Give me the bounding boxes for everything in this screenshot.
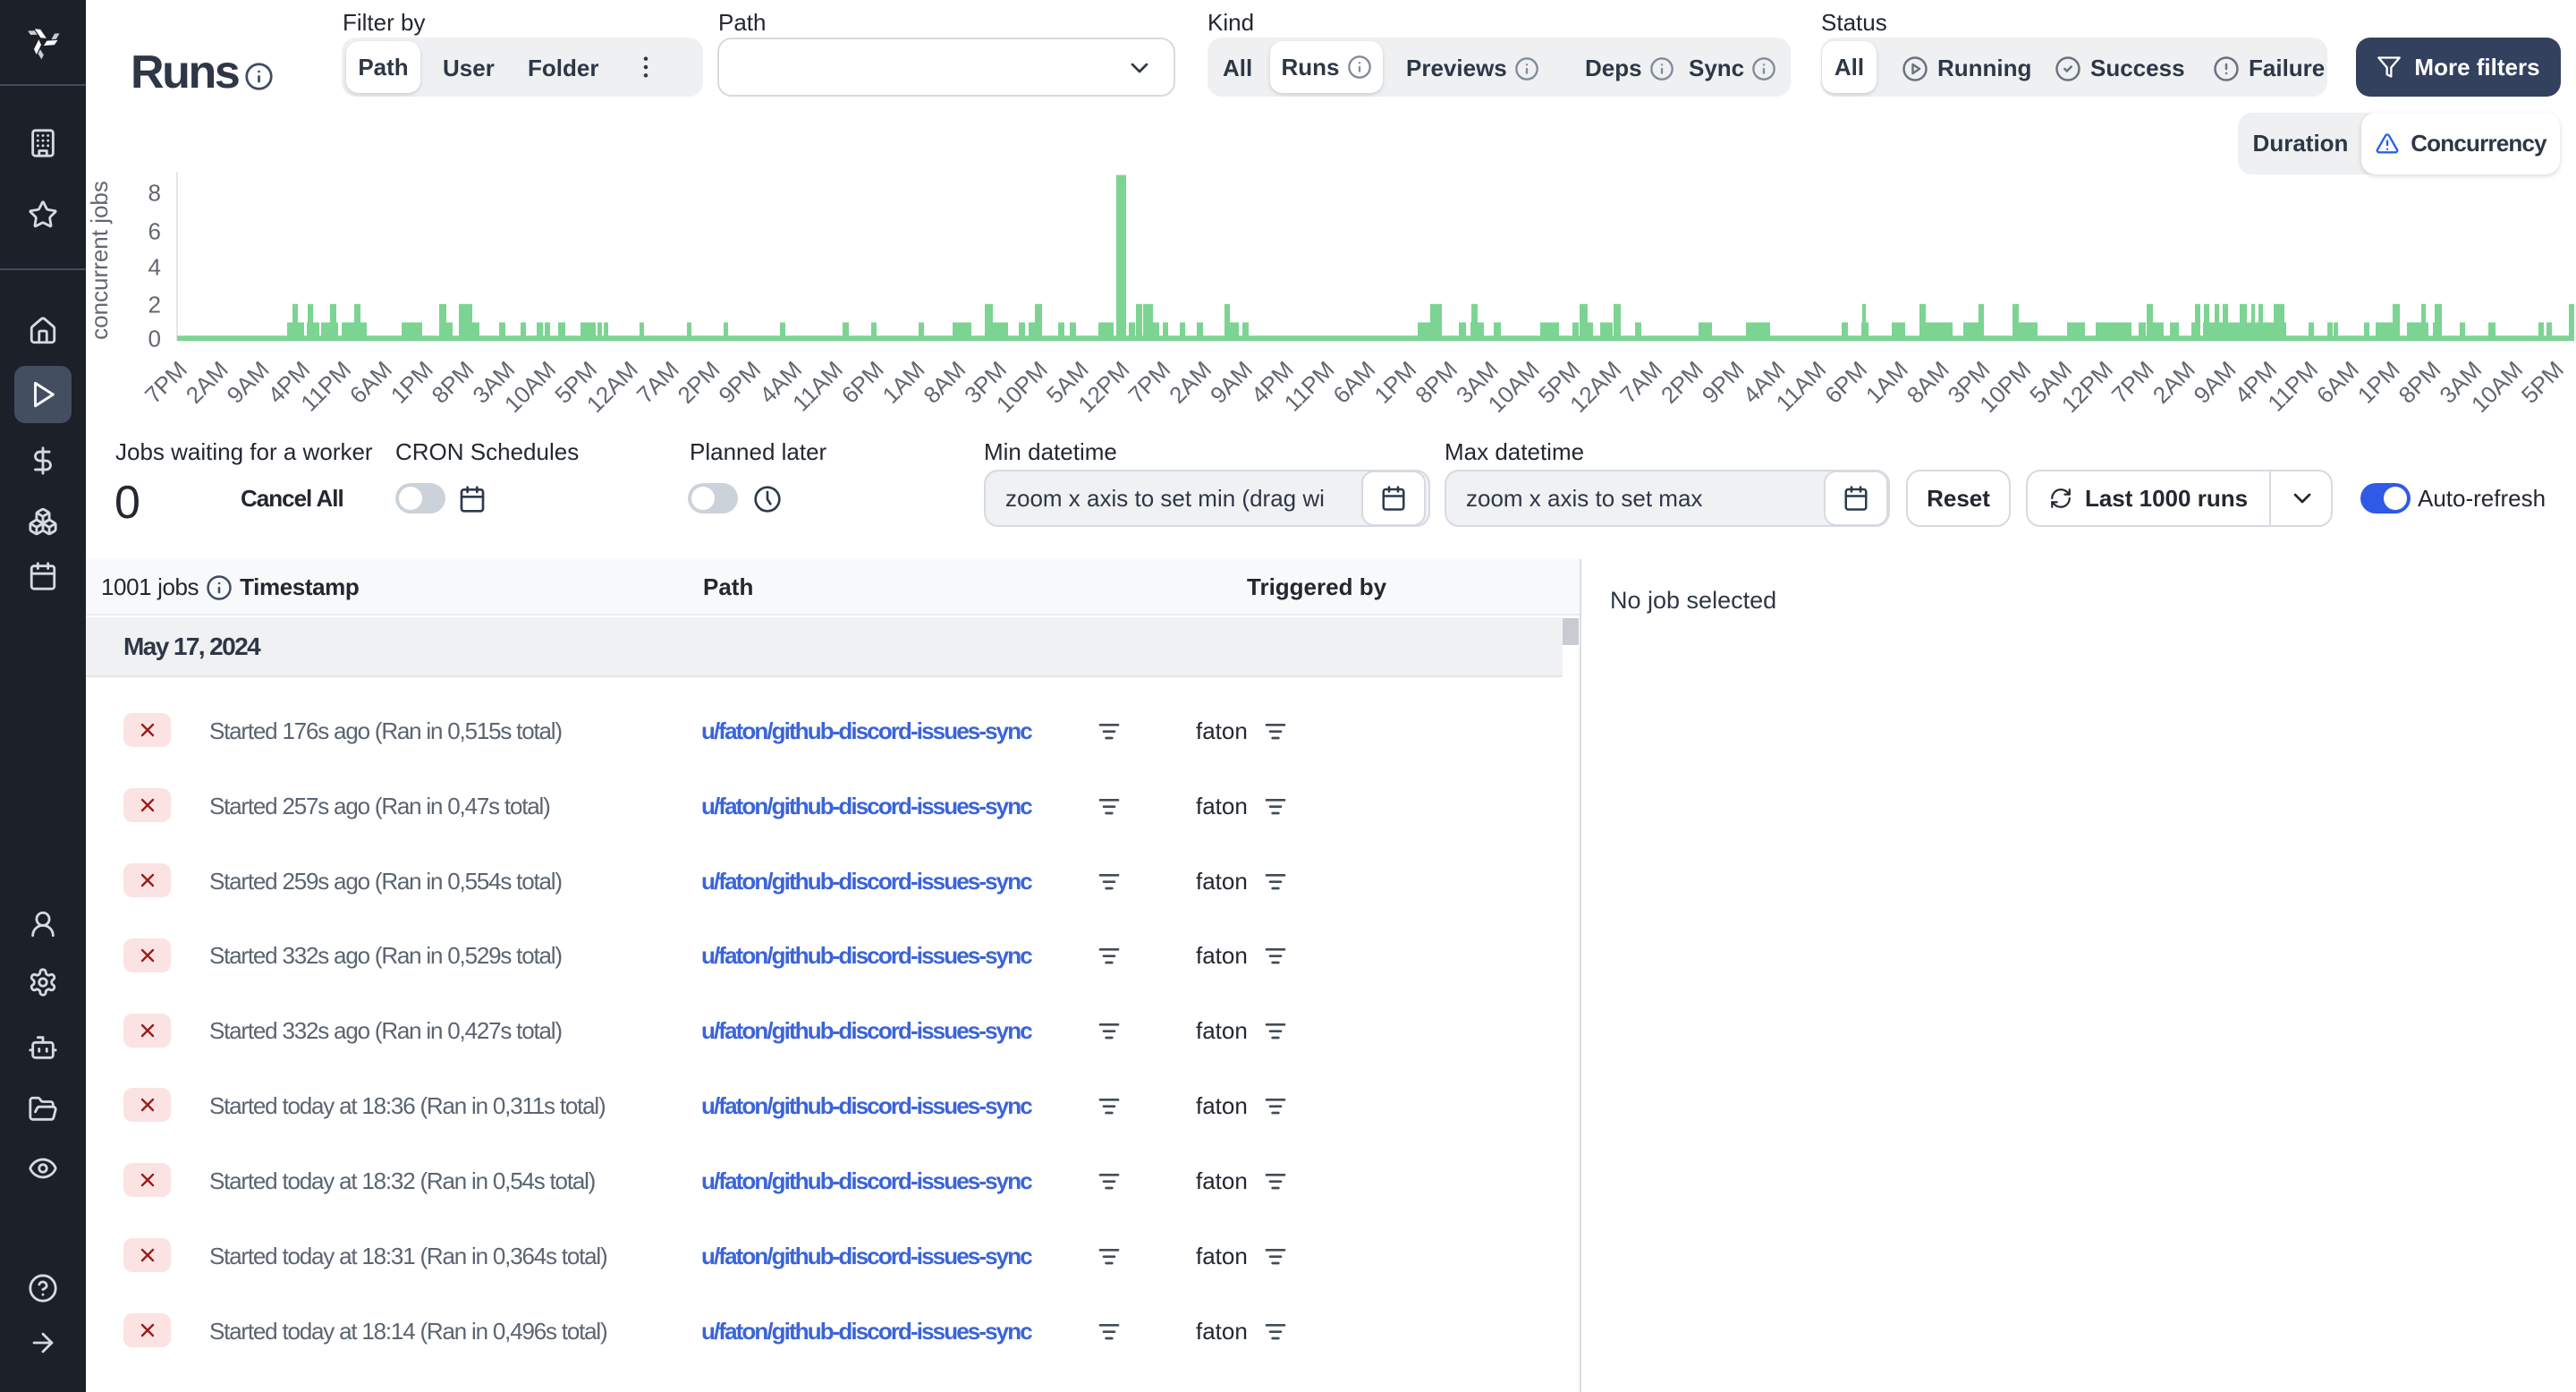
svg-text:4: 4 [148, 253, 161, 280]
svg-text:0: 0 [148, 325, 161, 352]
svg-text:1AM: 1AM [1860, 356, 1913, 409]
svg-text:1PM: 1PM [2352, 356, 2405, 409]
svg-text:7PM: 7PM [1123, 356, 1175, 409]
svg-text:9PM: 9PM [1697, 356, 1750, 409]
svg-text:8PM: 8PM [2394, 356, 2446, 409]
svg-text:2PM: 2PM [673, 356, 725, 409]
svg-text:6AM: 6AM [1327, 356, 1380, 409]
svg-text:7PM: 7PM [2106, 356, 2159, 409]
svg-text:5PM: 5PM [2516, 356, 2569, 409]
svg-text:2AM: 2AM [2148, 356, 2200, 409]
svg-text:8PM: 8PM [427, 356, 479, 409]
svg-text:8AM: 8AM [918, 356, 970, 409]
svg-text:2AM: 2AM [181, 356, 233, 409]
svg-text:2PM: 2PM [1656, 356, 1708, 409]
svg-text:6AM: 6AM [344, 356, 397, 409]
svg-text:8AM: 8AM [1902, 356, 1954, 409]
svg-text:6AM: 6AM [2311, 356, 2364, 409]
svg-text:6PM: 6PM [1819, 356, 1872, 409]
svg-text:6: 6 [148, 217, 161, 244]
svg-text:7PM: 7PM [140, 356, 192, 409]
svg-text:concurrent jobs: concurrent jobs [86, 181, 113, 340]
svg-text:9AM: 9AM [2189, 356, 2241, 409]
svg-text:1PM: 1PM [386, 356, 438, 409]
svg-text:2AM: 2AM [1164, 356, 1216, 409]
svg-text:8PM: 8PM [1410, 356, 1462, 409]
svg-text:8: 8 [148, 179, 161, 206]
svg-text:9AM: 9AM [1205, 356, 1258, 409]
svg-text:9AM: 9AM [222, 356, 275, 409]
svg-text:6PM: 6PM [836, 356, 889, 409]
svg-text:9PM: 9PM [713, 356, 766, 409]
svg-text:1PM: 1PM [1368, 356, 1421, 409]
svg-text:2: 2 [148, 291, 161, 318]
svg-text:7AM: 7AM [1614, 356, 1667, 409]
svg-text:7AM: 7AM [631, 356, 684, 409]
svg-text:1AM: 1AM [877, 356, 930, 409]
